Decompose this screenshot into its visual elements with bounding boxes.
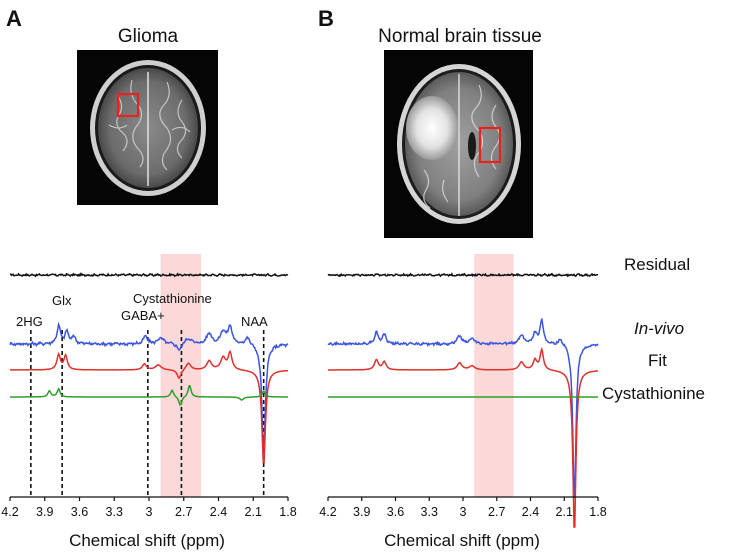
trace-cystathionine (10, 385, 288, 406)
spectrum-chart-glioma: 4.2 3.9 3.6 3.3 3 2.7 2.4 2.1 1.8 2HG Glx GABA+ … (1, 254, 297, 550)
highlight-band (474, 254, 514, 497)
peak-label-cystathionine: Cystathionine (133, 291, 212, 306)
x-tick-label: 3.9 (36, 505, 53, 519)
roi-box-normal (478, 126, 502, 164)
trace-residual (327, 272, 598, 278)
x-tick-label: 3.6 (71, 505, 88, 519)
x-tick-label: 2.1 (556, 505, 573, 519)
x-tick-label: 4.2 (319, 505, 336, 519)
roi-box-glioma (116, 92, 140, 118)
trace-fit (10, 349, 289, 464)
peak-label-2hg: 2HG (16, 314, 43, 329)
x-tick-label: 2.1 (245, 505, 262, 519)
x-tick-label: 2.4 (522, 505, 539, 519)
peak-label-glx: Glx (52, 293, 72, 308)
panel-letter-a: A (6, 6, 22, 31)
mri-image-normal (384, 50, 533, 238)
trace-residual (9, 272, 289, 278)
x-axis-label-glioma: Chemical shift (ppm) (69, 531, 225, 550)
x-tick-label: 2.4 (210, 505, 227, 519)
x-tick-label: 2.7 (488, 505, 505, 519)
x-tick-label: 3 (460, 505, 467, 519)
legend-residual: Residual (624, 255, 691, 274)
x-tick-label: 1.8 (279, 505, 296, 519)
x-tick-label: 3.6 (387, 505, 404, 519)
panel-title-normal: Normal brain tissue (378, 26, 542, 47)
legend-cystathionine: Cystathionine (602, 384, 706, 403)
trace-invivo (327, 318, 599, 499)
panel-title-glioma: Glioma (117, 26, 179, 47)
trace-invivo (9, 321, 289, 452)
panel-letter-b: B (318, 6, 334, 31)
x-tick-label: 4.2 (1, 505, 18, 519)
x-tick-label: 3.3 (106, 505, 123, 519)
legend-invivo: In-vivo (634, 319, 685, 338)
x-axis-label-normal: Chemical shift (ppm) (384, 531, 540, 550)
x-tick-label: 3.3 (421, 505, 438, 519)
spectrum-chart-normal: 4.2 3.9 3.6 3.3 3 2.7 2.4 2.1 1.8 Chemical shift… (319, 254, 607, 550)
x-tick-label: 2.7 (175, 505, 192, 519)
x-tick-label: 3.9 (353, 505, 370, 519)
x-tick-label: 3 (146, 505, 153, 519)
mri-image-glioma (77, 50, 218, 205)
peak-label-naa: NAA (241, 314, 268, 329)
trace-fit (328, 346, 599, 528)
legend-fit: Fit (648, 351, 667, 370)
peak-label-gaba: GABA+ (121, 308, 165, 323)
x-tick-label: 1.8 (589, 505, 606, 519)
